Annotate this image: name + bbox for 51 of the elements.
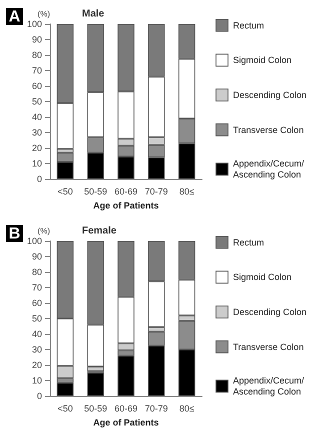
legend-label: Rectum [233, 20, 264, 30]
legend-label: Transverse Colon [233, 124, 304, 135]
x-tick-label: 70-79 [144, 186, 168, 196]
y-tick-label: 70 [32, 282, 42, 292]
y-tick-label: 100 [26, 236, 42, 246]
y-tick-label: 10 [32, 158, 42, 168]
y-tick-label: 60 [32, 298, 42, 308]
legend-label: Appendix/Cecum/ Ascending Colon [233, 158, 307, 180]
y-tick-label: 80 [32, 267, 42, 277]
y-tick-label: 60 [32, 81, 42, 91]
y-tick-label: 0 [36, 391, 42, 401]
legend-label: Descending Colon [233, 307, 307, 317]
y-tick-label: 30 [32, 344, 42, 354]
x-tick-label: 50-59 [84, 186, 108, 196]
legend-label: Rectum [233, 237, 264, 248]
x-tick-label: 60-69 [114, 186, 138, 196]
text: B [8, 226, 20, 242]
y-tick-label: 50 [32, 96, 42, 106]
y-tick-label: 50 [32, 314, 42, 324]
y-tick-label: 90 [32, 34, 42, 44]
chart-title: Male [82, 8, 105, 20]
x-tick-label: <50 [58, 186, 73, 196]
x-axis-title: Age of Patients [93, 200, 159, 210]
y-tick-label: 70 [32, 66, 42, 76]
legend-label: Appendix/Cecum/ Ascending Colon [233, 376, 307, 397]
y-axis-title: (%) [38, 10, 50, 18]
x-axis-title: Age of Patients [93, 418, 159, 428]
text: A [8, 8, 21, 26]
y-tick-label: 30 [32, 128, 42, 138]
y-tick-label: 100 [26, 19, 42, 29]
y-tick-label: 40 [32, 329, 42, 339]
legend-label: Descending Colon [233, 90, 307, 100]
y-tick-label: 20 [32, 360, 42, 370]
bar [87, 372, 104, 396]
y-tick-label: 40 [32, 112, 42, 122]
legend-label: Sigmoid Colon [233, 55, 292, 66]
y-axis-title: (%) [38, 226, 50, 236]
y-tick-label: 80 [32, 50, 42, 60]
x-tick-label: <50 [58, 404, 73, 414]
y-tick-label: 0 [36, 174, 42, 184]
chart-title: Female [82, 226, 117, 236]
x-tick-label: 60-69 [114, 404, 138, 414]
x-tick-label: 50-59 [84, 404, 108, 414]
y-tick-label: 10 [32, 376, 42, 386]
x-tick-label: 80≤ [179, 186, 194, 196]
legend-label: Transverse Colon [233, 342, 304, 352]
y-tick-label: 90 [32, 252, 42, 262]
y-tick-label: 20 [32, 143, 42, 153]
legend-label: Sigmoid Colon [233, 272, 292, 282]
x-tick-label: 70-79 [144, 404, 168, 414]
x-tick-label: 80≤ [179, 404, 194, 414]
